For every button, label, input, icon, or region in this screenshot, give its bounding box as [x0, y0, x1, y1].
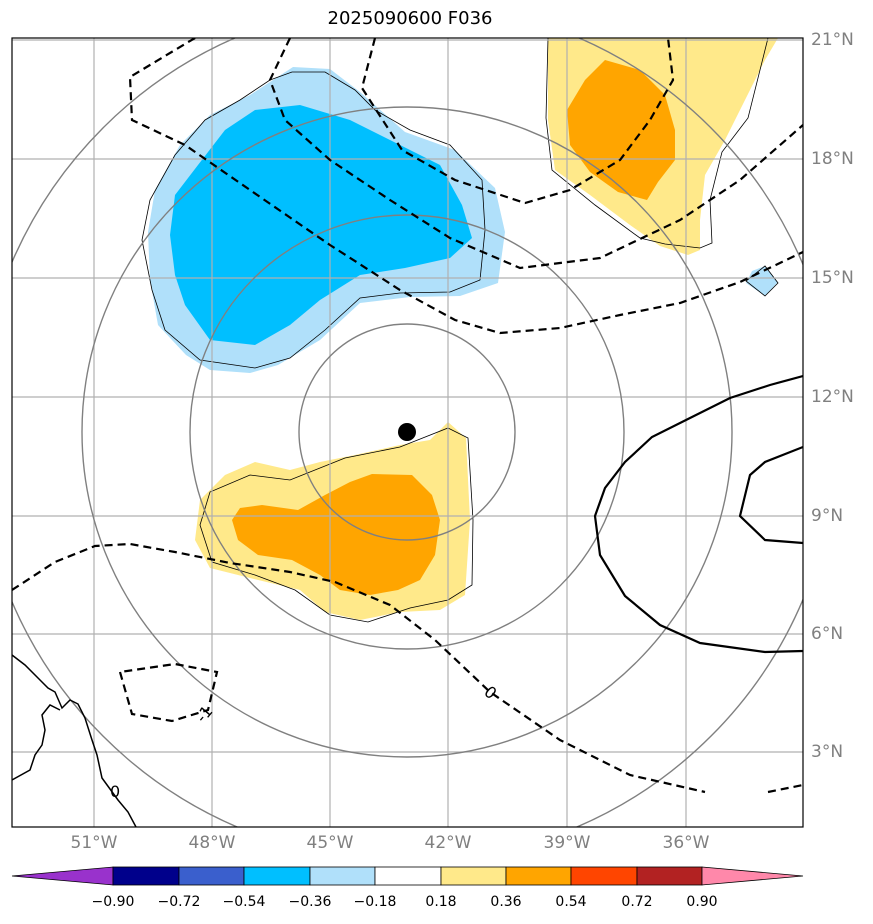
colorbar-seg-5 — [374, 866, 442, 886]
colorbar-seg-2 — [178, 866, 245, 886]
colorbar-seg-3 — [243, 866, 311, 886]
colorbar-tick-4: −0.36 — [288, 894, 332, 910]
lon-label-51w: 51°W — [70, 833, 118, 853]
colorbar-seg-1 — [112, 866, 180, 886]
colorbar-tick-5: −0.18 — [353, 894, 397, 910]
lat-label-6n: 6°N — [811, 624, 844, 644]
lon-label-36w: 36°W — [662, 833, 710, 853]
colorbar-seg-8 — [570, 866, 638, 886]
lat-label-9n: 9°N — [811, 506, 844, 526]
lon-label-42w: 42°W — [424, 833, 472, 853]
shading-outlines — [141, 38, 779, 623]
shading-blue — [170, 105, 472, 345]
lon-label-39w: 39°W — [543, 833, 591, 853]
plot-border — [11, 37, 804, 828]
contour-label-minus-one: -1 — [192, 702, 217, 726]
colorbar-tick-9: 0.72 — [621, 894, 653, 910]
shading-orange — [232, 60, 675, 595]
coastline — [12, 654, 137, 827]
storm-center-marker — [398, 423, 416, 441]
lat-label-12n: 12°N — [811, 387, 854, 407]
colorbar-tick-6: 0.18 — [425, 894, 457, 910]
lat-label-15n: 15°N — [811, 268, 854, 288]
colorbar-tick-8: 0.54 — [555, 894, 587, 910]
colorbar-tick-3: −0.54 — [222, 894, 266, 910]
colorbar-seg-6 — [440, 866, 507, 886]
map-title: 2025090600 F036 — [327, 8, 493, 29]
colorbar-seg-7 — [505, 866, 572, 886]
colorbar-seg-9 — [636, 866, 703, 886]
lat-label-3n: 3°N — [811, 742, 844, 762]
colorbar-tick-7: 0.36 — [490, 894, 522, 910]
colorbar-tick-2: −0.72 — [157, 894, 201, 910]
contour-label-zero-coast: 0 — [110, 782, 120, 801]
solid-contours — [593, 374, 803, 654]
colorbar-seg-low-extend — [11, 866, 114, 886]
colorbar-seg-4 — [309, 866, 376, 886]
lon-label-45w: 45°W — [306, 833, 354, 853]
lat-label-21n: 21°N — [811, 30, 854, 50]
colorbar-seg-high-extend — [701, 866, 804, 886]
lat-label-18n: 18°N — [811, 149, 854, 169]
lon-label-48w: 48°W — [188, 833, 236, 853]
colorbar-tick-10: 0.90 — [686, 894, 718, 910]
colorbar-tick-1: −0.90 — [91, 894, 135, 910]
dashed-contours — [12, 38, 803, 794]
range-rings — [12, 38, 803, 827]
colorbar — [11, 866, 804, 886]
